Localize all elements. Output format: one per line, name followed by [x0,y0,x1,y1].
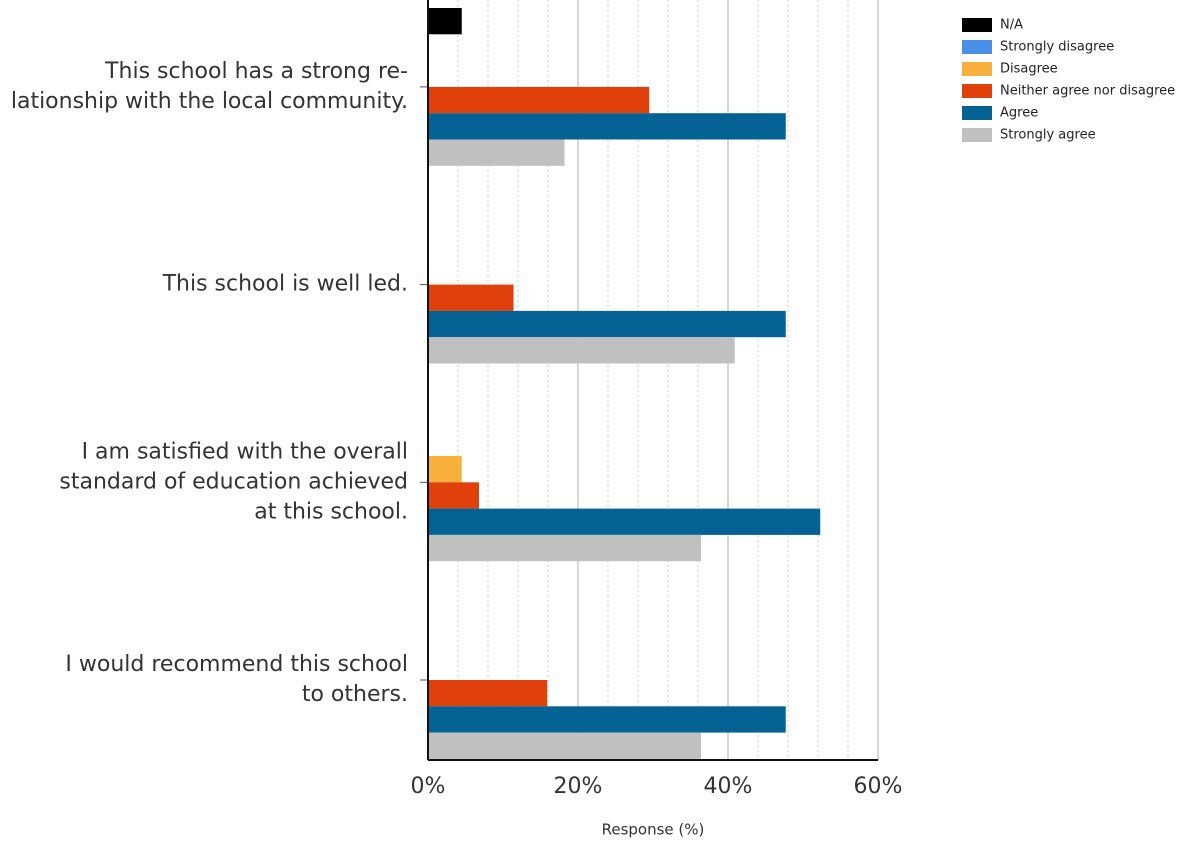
x-tick-label: 40% [704,774,753,799]
legend-swatch [962,40,992,54]
legend-label: N/A [1000,18,1023,33]
bar [428,732,701,759]
x-tick-label: 60% [854,774,903,799]
legend-swatch [962,128,992,142]
legend-swatch [962,106,992,120]
legend-swatch [962,18,992,32]
category-label: to others. [302,682,408,707]
legend-swatch [962,62,992,76]
category-label: standard of education achieved [59,469,408,494]
category-label: I am satisfied with the overall [82,439,408,464]
category-label: This school has a strong re- [104,59,408,84]
category-label: lationship with the local community. [11,89,408,114]
bar [428,86,650,114]
bar [428,456,462,483]
bar [428,139,565,166]
bar [428,284,514,311]
bar [428,706,786,733]
bar [428,482,479,509]
legend-label: Agree [1000,106,1038,121]
legend-label: Neither agree nor disagree [1000,84,1175,99]
bar [428,337,735,364]
legend-label: Strongly agree [1000,128,1096,143]
x-tick-label: 20% [554,774,603,799]
legend-label: Strongly disagree [1000,40,1114,55]
category-label: I would recommend this school [65,652,408,677]
x-axis-label: Response (%) [602,821,705,839]
bar [428,113,786,140]
bar [428,8,462,35]
category-label: at this school. [254,499,408,524]
legend-label: Disagree [1000,62,1058,77]
category-label: This school is well led. [162,272,408,297]
bar [428,534,701,562]
bar [428,310,786,338]
legend-swatch [962,84,992,98]
bar [428,680,548,707]
bar [428,508,821,535]
x-tick-label: 0% [411,774,446,799]
